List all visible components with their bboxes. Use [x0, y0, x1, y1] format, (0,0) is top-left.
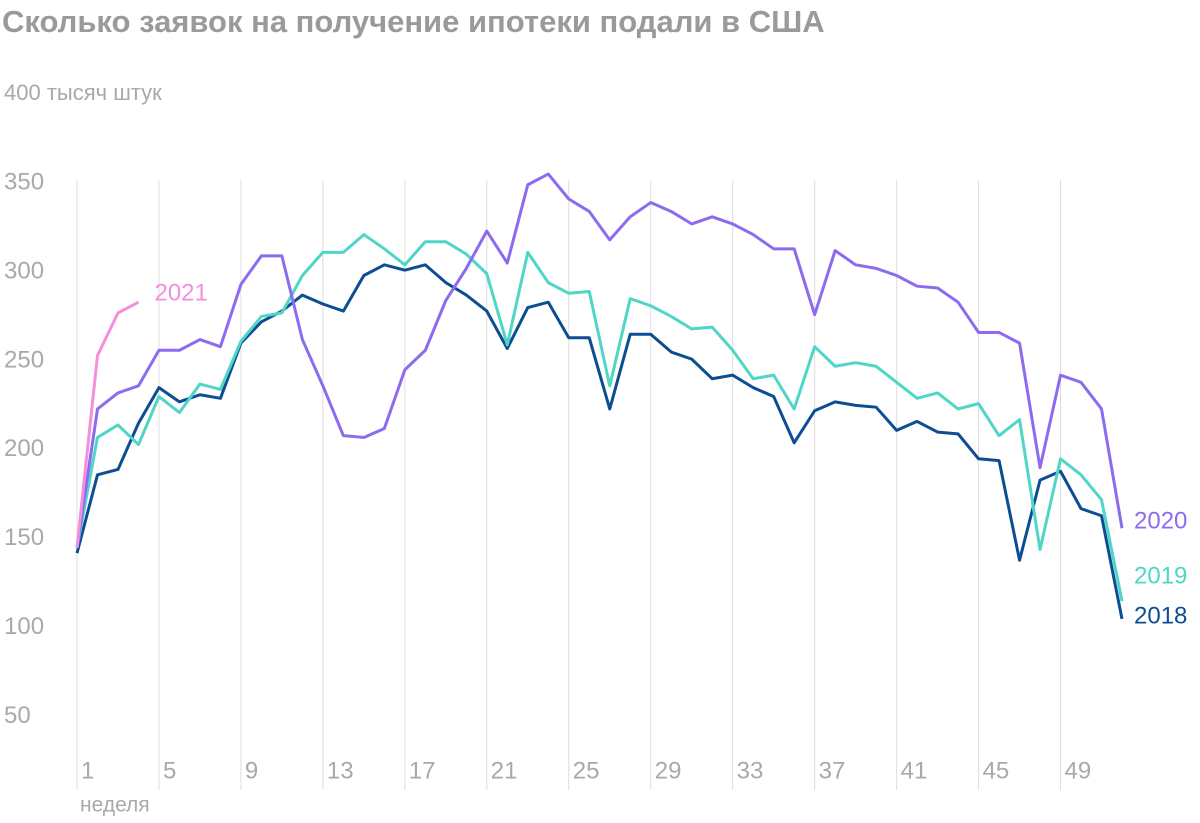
- x-tick-label: 13: [327, 757, 354, 784]
- x-tick-label: 25: [573, 757, 600, 784]
- series-label: 2019: [1134, 562, 1187, 589]
- x-tick-label: 9: [245, 757, 258, 784]
- x-tick-label: 21: [491, 757, 518, 784]
- y-tick-label: 200: [4, 435, 44, 462]
- x-tick-label: 1: [81, 757, 94, 784]
- y-tick-label: 300: [4, 257, 44, 284]
- x-tick-label: 37: [819, 757, 846, 784]
- x-tick-label: 17: [409, 757, 436, 784]
- y-tick-label: 250: [4, 346, 44, 373]
- y-tick-label: 150: [4, 524, 44, 551]
- x-tick-label: 41: [901, 757, 928, 784]
- x-tick-label: 33: [737, 757, 764, 784]
- x-tick-label: 45: [983, 757, 1010, 784]
- y-tick-label: 50: [4, 702, 31, 729]
- series-line: [75, 233, 1124, 602]
- x-axis-label: неделя: [80, 794, 150, 817]
- series-line: [75, 172, 1124, 548]
- x-tick-label: 49: [1065, 757, 1092, 784]
- series-line: [75, 263, 1124, 620]
- series-line: [75, 300, 140, 548]
- y-tick-label: 350: [4, 168, 44, 195]
- x-tick-label: 29: [655, 757, 682, 784]
- series-label: 2018: [1134, 602, 1187, 629]
- series-label: 2020: [1134, 508, 1187, 535]
- series-label: 2021: [154, 280, 207, 307]
- y-tick-label: 100: [4, 613, 44, 640]
- chart-title: Сколько заявок на получение ипотеки пода…: [2, 4, 825, 39]
- x-tick-label: 5: [163, 757, 176, 784]
- y-tick-label: 400 тысяч штук: [4, 80, 162, 105]
